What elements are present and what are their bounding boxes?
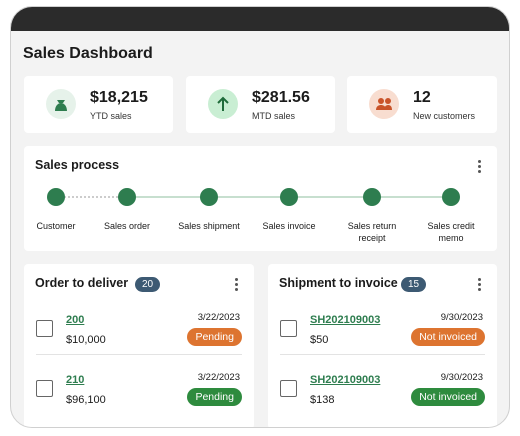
icon — [46, 89, 76, 119]
checkbox[interactable] — [36, 320, 53, 337]
card-title: Shipment to invoice — [279, 276, 398, 290]
step-dot[interactable] — [118, 188, 136, 206]
list-row: SH202109003 $50 9/30/2023 Not invoiced — [268, 304, 497, 354]
checkbox[interactable] — [36, 380, 53, 397]
kpi-value: $281.56 — [252, 89, 310, 106]
window: Sales Dashboard $18,215 YTD sales $281.5… — [10, 6, 510, 428]
status-pill: Pending — [187, 388, 242, 406]
kpi-value: $18,215 — [90, 89, 148, 106]
divider — [280, 354, 485, 355]
document-link[interactable]: SH202109003 — [310, 374, 381, 386]
amount: $10,000 — [66, 334, 106, 346]
process-card: Sales process Customer Sales order Sales s… — [24, 146, 497, 251]
kpi-card[interactable]: $281.56 MTD sales — [186, 76, 335, 133]
step-label: Customer — [36, 221, 76, 231]
step-dot[interactable] — [280, 188, 298, 206]
step-dot[interactable] — [47, 188, 65, 206]
step-dot[interactable] — [442, 188, 460, 206]
divider — [36, 354, 242, 355]
card-title: Order to deliver — [35, 276, 129, 290]
document-link[interactable]: SH202109003 — [310, 314, 381, 326]
icon — [208, 89, 238, 119]
card-title: Sales process — [35, 158, 120, 172]
amount: $50 — [310, 334, 329, 346]
step-dot[interactable] — [363, 188, 381, 206]
more-button[interactable] — [235, 278, 238, 293]
kpi-card[interactable]: 12 New customers — [347, 76, 497, 133]
orders-card: Order to deliver 20 200 $10,000 3/22/2023 P… — [24, 264, 254, 427]
list-row: SH202109003 $138 9/30/2023 Not invoiced — [268, 364, 497, 414]
date: 3/22/2023 — [197, 312, 240, 323]
icon — [369, 89, 399, 119]
page-title: Sales Dashboard — [23, 45, 153, 62]
document-link[interactable]: 210 — [66, 374, 85, 386]
document-link[interactable]: 200 — [66, 314, 85, 326]
status-pill: Not invoiced — [411, 388, 485, 406]
checkbox[interactable] — [280, 380, 297, 397]
step-label: Sales order — [103, 221, 151, 231]
amount: $96,100 — [66, 394, 106, 406]
step-label: Sales return receipt — [347, 221, 397, 243]
count-badge: 15 — [401, 277, 427, 292]
step-dot[interactable] — [200, 188, 218, 206]
amount: $138 — [310, 394, 335, 406]
kpi-card[interactable]: $18,215 YTD sales — [24, 76, 173, 133]
date: 9/30/2023 — [440, 372, 483, 383]
step-label: Sales shipment — [178, 221, 240, 231]
step-label: Sales credit memo — [427, 221, 475, 243]
kpi-label: New customers — [413, 111, 476, 121]
status-pill: Pending — [187, 328, 242, 346]
checkbox[interactable] — [280, 320, 297, 337]
step-label: Sales invoice — [262, 221, 316, 231]
top-bar — [11, 7, 509, 31]
kpi-label: YTD sales — [90, 111, 132, 121]
kpi-value: 12 — [413, 89, 431, 106]
kpi-label: MTD sales — [252, 111, 296, 121]
list-row: 200 $10,000 3/22/2023 Pending — [24, 304, 254, 354]
list-row: 210 $96,100 3/22/2023 Pending — [24, 364, 254, 414]
status-pill: Not invoiced — [411, 328, 485, 346]
date: 3/22/2023 — [197, 372, 240, 383]
more-button[interactable] — [478, 278, 481, 293]
count-badge: 20 — [135, 277, 161, 292]
shipments-card: Shipment to invoice 15 SH202109003 $50 9/3… — [268, 264, 497, 427]
date: 9/30/2023 — [440, 312, 483, 323]
more-button[interactable] — [478, 160, 481, 175]
